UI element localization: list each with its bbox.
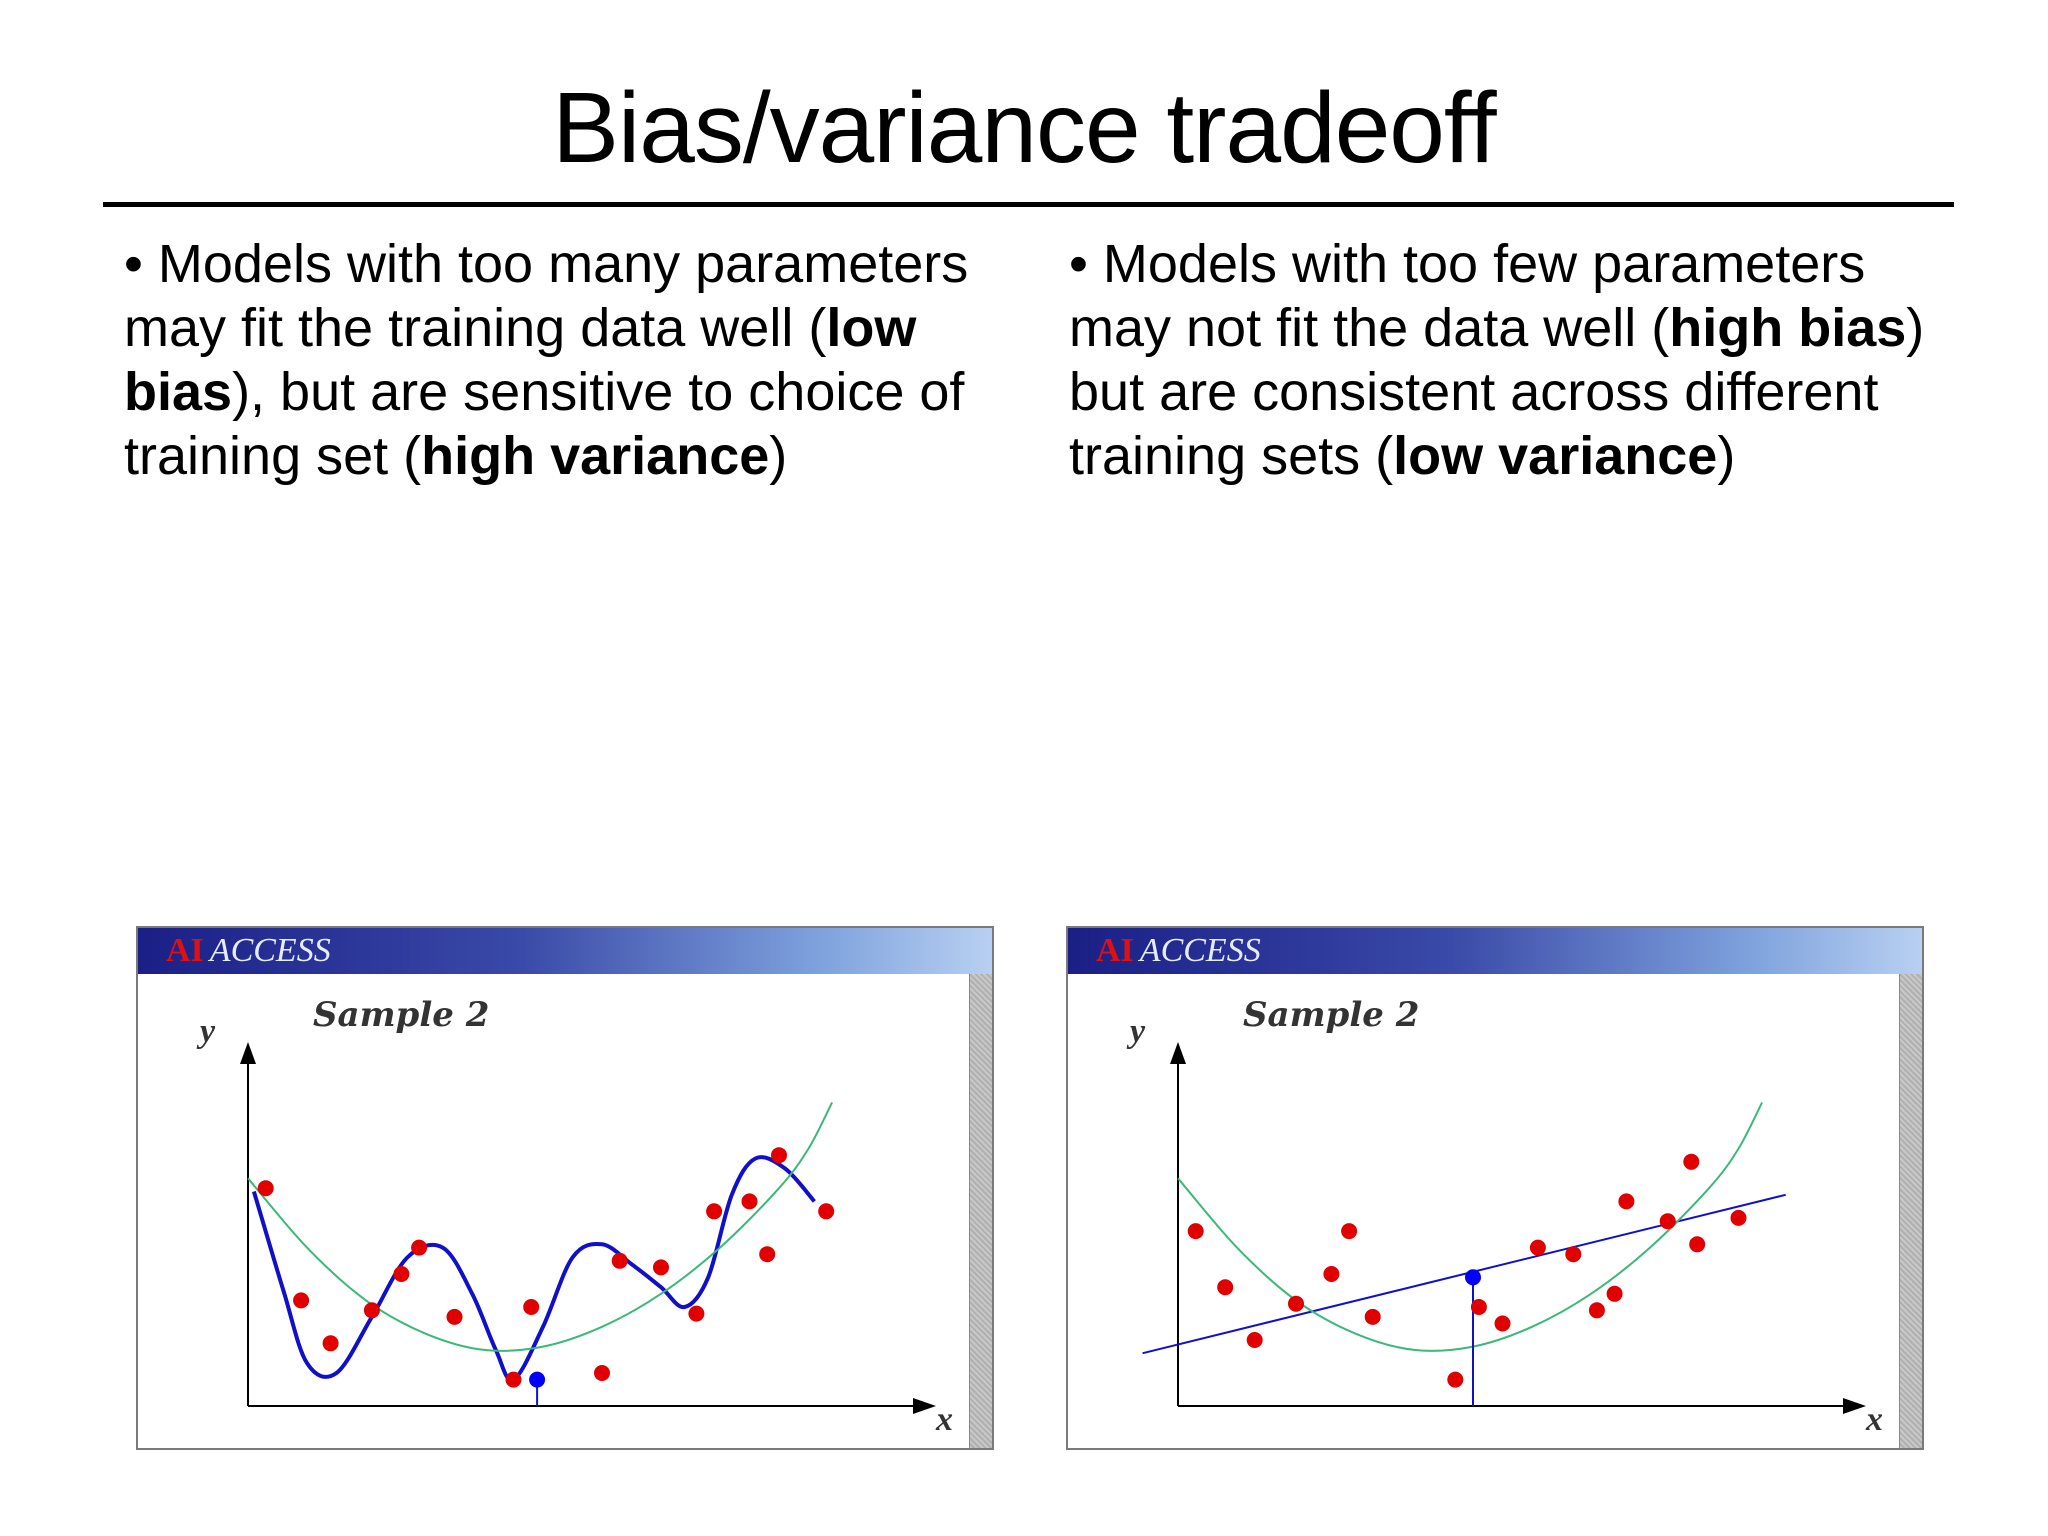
- y-axis-arrow: [240, 1042, 256, 1064]
- scrollbar[interactable]: [969, 974, 992, 1448]
- y-axis-label: y: [196, 1013, 216, 1050]
- data-point: [1588, 1302, 1605, 1319]
- highlight-point: [1465, 1269, 1481, 1286]
- data-point: [1529, 1239, 1546, 1256]
- emphasis-text: high bias: [1669, 298, 1907, 358]
- data-point: [653, 1259, 669, 1276]
- window-titlebar: AI ACCESS: [1068, 928, 1922, 974]
- window-titlebar: AI ACCESS: [138, 928, 992, 974]
- data-point: [1217, 1279, 1234, 1296]
- data-point: [1494, 1315, 1511, 1332]
- data-point: [1659, 1213, 1676, 1230]
- true-function-curve: [1177, 1101, 1763, 1352]
- bullet-text: • Models with too many parameters may fi…: [124, 234, 969, 358]
- x-axis-arrow: [913, 1398, 936, 1414]
- data-point: [293, 1292, 310, 1309]
- x-axis-arrow: [1843, 1398, 1866, 1414]
- data-point: [1470, 1299, 1487, 1315]
- data-point: [688, 1305, 705, 1322]
- data-point: [322, 1335, 339, 1352]
- scrollbar[interactable]: [1899, 974, 1922, 1448]
- bullet-too-many-parameters: • Models with too many parameters may fi…: [124, 232, 1004, 488]
- chart-title: Sample 2: [1243, 995, 1419, 1035]
- data-point: [1341, 1223, 1358, 1240]
- data-point: [446, 1308, 463, 1325]
- bullet-text: • Models with too few parameters may not…: [1069, 234, 1866, 358]
- window-title: ACCESS: [1139, 932, 1261, 969]
- data-point: [505, 1371, 522, 1388]
- data-point: [771, 1147, 787, 1164]
- data-point: [257, 1180, 274, 1197]
- data-point: [1683, 1153, 1700, 1170]
- bullet-text: ): [769, 426, 788, 486]
- bullet-text: ) but are consistent across different tr…: [1069, 298, 1925, 486]
- true-function-curve: [247, 1101, 833, 1352]
- slide-title: Bias/variance tradeoff: [552, 72, 1496, 184]
- chart-underfit: Sample 2 y x: [1126, 995, 1883, 1438]
- overfit-curve: [251, 1155, 816, 1383]
- data-point: [611, 1252, 628, 1269]
- data-point: [1689, 1236, 1706, 1253]
- data-point: [1447, 1371, 1464, 1388]
- bullet-text: ): [1717, 426, 1736, 486]
- data-point: [393, 1266, 410, 1282]
- data-point: [594, 1365, 610, 1381]
- data-point: [1606, 1285, 1623, 1302]
- window-title: ACCESS: [209, 932, 331, 969]
- data-point: [1288, 1295, 1304, 1312]
- data-point: [759, 1246, 776, 1263]
- emphasis-text: low bias: [124, 298, 917, 422]
- y-axis-label: y: [1126, 1013, 1146, 1050]
- data-point: [411, 1239, 428, 1256]
- x-axis-label: x: [935, 1401, 953, 1438]
- emphasis-text: high variance: [421, 426, 770, 486]
- plot-window-underfit: AI ACCESS Sample 2 y x: [1066, 926, 1924, 1450]
- data-point: [1323, 1266, 1340, 1282]
- bullet-text: ), but are sensitive to choice of traini…: [124, 362, 965, 486]
- window-title-prefix: AI: [166, 932, 204, 969]
- data-point: [1618, 1193, 1635, 1210]
- data-point: [1565, 1246, 1582, 1263]
- bullet-too-few-parameters: • Models with too few parameters may not…: [1069, 232, 1939, 488]
- emphasis-text: low variance: [1393, 426, 1718, 486]
- x-axis-label: x: [1865, 1401, 1883, 1438]
- y-axis-arrow: [1170, 1042, 1186, 1064]
- chart-title: Sample 2: [313, 995, 489, 1035]
- title-underline: [103, 202, 1954, 207]
- window-title-prefix: AI: [1096, 932, 1134, 969]
- chart-overfit: Sample 2 y x: [196, 995, 953, 1438]
- data-point: [818, 1203, 835, 1220]
- data-point: [706, 1203, 723, 1220]
- plot-window-overfit: AI ACCESS Sample 2 y x: [136, 926, 994, 1450]
- linear-fit-line: [1142, 1193, 1786, 1355]
- data-point: [523, 1299, 540, 1315]
- data-point: [741, 1193, 758, 1210]
- data-point: [1187, 1223, 1204, 1240]
- highlight-point: [529, 1371, 546, 1388]
- data-point: [1364, 1308, 1381, 1325]
- data-point: [363, 1302, 380, 1319]
- data-point: [1730, 1209, 1747, 1226]
- data-point: [1246, 1332, 1263, 1348]
